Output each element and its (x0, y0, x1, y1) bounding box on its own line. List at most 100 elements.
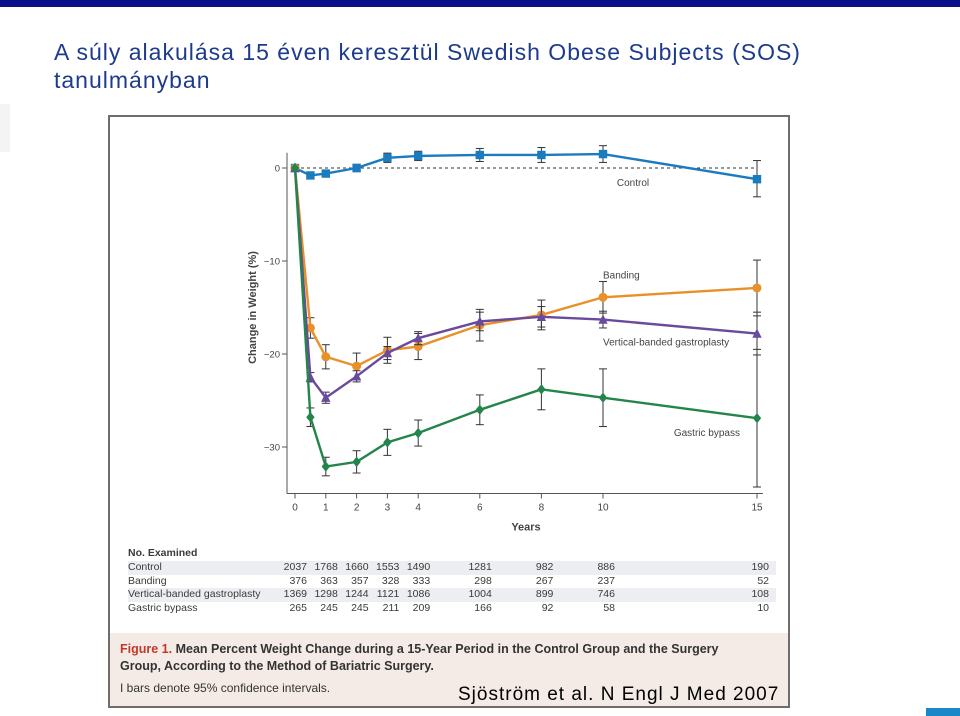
n-row-gastric-bypass: Gastric bypass 265 245 245 211 209 166 92 58 10 (128, 602, 776, 616)
x-tick-label: 1 (323, 503, 329, 514)
data-point-control (752, 174, 762, 184)
number-examined-table: No. Examined Control 2037 1768 1660 1553 1490… (128, 547, 776, 615)
figure-label: Figure 1. (120, 642, 173, 656)
n-count-cell: 1281 (468, 561, 492, 573)
n-count-cell: 1298 (314, 588, 338, 600)
n-count-cell: 376 (289, 574, 307, 587)
data-point-gastric-bypass (475, 404, 484, 415)
x-tick-label: 15 (751, 503, 763, 514)
y-tick-label: −30 (264, 443, 280, 454)
data-point-gastric-bypass (598, 392, 608, 403)
data-point-banding (752, 283, 762, 293)
corner-accent (926, 708, 960, 716)
citation: Sjöström et al. N Engl J Med 2007 (458, 684, 780, 705)
data-point-vertical-banded-gastroplasty (536, 311, 547, 321)
series-gastric-bypass (290, 162, 762, 488)
slide-title-line-1: A súly alakulása 15 éven keresztül Swedi… (54, 39, 801, 65)
data-point-control (475, 150, 484, 160)
n-count-cell: 357 (351, 574, 369, 587)
n-count-cell: 1004 (468, 588, 492, 600)
n-count-cell: 237 (597, 574, 615, 587)
n-count-cell: 1369 (283, 588, 307, 600)
n-count-cell: 899 (535, 588, 554, 600)
series-label-vertical-banded-gastroplasty: Vertical-banded gastroplasty (603, 338, 729, 349)
x-tick-label: 4 (415, 503, 421, 514)
n-count-cell: 746 (597, 588, 615, 600)
data-point-gastric-bypass (306, 412, 315, 423)
n-count-cell: 886 (597, 561, 615, 573)
data-point-control (598, 149, 608, 159)
series-line-vertical-banded-gastroplasty (293, 167, 758, 400)
n-count-cell: 265 (289, 601, 307, 614)
data-point-gastric-bypass (321, 461, 330, 472)
y-tick-label: −10 (264, 257, 280, 268)
y-axis-label: Change in Weight (%) (247, 251, 259, 364)
n-row-label: Vertical-banded gastroplasty (128, 588, 261, 600)
n-count-cell: 1121 (376, 588, 400, 600)
top-accent-bar (0, 0, 960, 7)
n-count-cell: 245 (320, 601, 338, 614)
figure-caption: Figure 1. Mean Percent Weight Change dur… (110, 633, 788, 706)
data-point-vertical-banded-gastroplasty (321, 392, 331, 402)
n-count-cell: 58 (603, 601, 615, 614)
series-line-banding (293, 167, 758, 368)
data-point-banding (305, 323, 315, 333)
data-point-gastric-bypass (414, 427, 423, 439)
data-point-control (414, 151, 423, 161)
n-count-cell: 982 (535, 561, 554, 573)
n-count-cell: 1660 (345, 561, 369, 573)
caption-title: Figure 1. Mean Percent Weight Change dur… (120, 641, 760, 675)
data-point-control (383, 153, 392, 162)
decorative-strip (0, 104, 10, 152)
series-line-control (294, 152, 758, 181)
n-count-cell: 363 (320, 574, 338, 587)
n-count-cell: 166 (474, 601, 492, 614)
n-count-cell: 1244 (345, 588, 369, 600)
x-tick-label: 3 (385, 503, 391, 514)
title-band (0, 7, 960, 104)
data-point-gastric-bypass (352, 456, 361, 468)
data-point-gastric-bypass (752, 412, 762, 424)
data-point-control (321, 169, 330, 178)
n-count-cell: 108 (751, 588, 769, 600)
series-label-banding: Banding (603, 271, 640, 282)
number-examined-header: No. Examined (128, 547, 198, 559)
n-count-cell: 2037 (283, 561, 307, 573)
n-count-cell: 1490 (406, 561, 431, 573)
data-point-control (537, 150, 546, 160)
n-count-cell: 245 (351, 601, 369, 614)
data-point-vertical-banded-gastroplasty (752, 328, 762, 338)
n-count-cell: 298 (474, 574, 492, 587)
x-tick-label: 0 (292, 503, 298, 514)
y-tick-label: 0 (275, 164, 280, 175)
n-count-cell: 1768 (314, 561, 338, 573)
data-point-vertical-banded-gastroplasty (475, 316, 485, 326)
n-row-label: Control (128, 561, 162, 573)
series-vertical-banded-gastroplasty (290, 162, 762, 404)
n-count-cell: 211 (382, 601, 400, 614)
slide-title: A súly alakulása 15 éven keresztül Swedi… (54, 38, 914, 94)
n-count-cell: 190 (751, 561, 769, 573)
x-tick-label: 8 (539, 503, 545, 514)
x-tick-label: 2 (354, 503, 360, 514)
data-point-gastric-bypass (290, 162, 300, 174)
n-count-cell: 92 (541, 601, 554, 614)
series-label-gastric-bypass: Gastric bypass (674, 428, 740, 439)
n-count-cell: 1086 (406, 588, 431, 600)
data-point-gastric-bypass (537, 384, 546, 395)
data-point-banding (321, 352, 331, 362)
data-point-banding (598, 292, 608, 302)
weight-change-chart: 0 −10 −20 −30 0 1 2 3 4 6 8 10 15 Years Change in Weig… (247, 145, 763, 534)
data-point-control (306, 171, 315, 180)
data-point-control (352, 163, 361, 173)
n-count-cell: 267 (535, 574, 554, 587)
series-line-gastric-bypass (293, 167, 758, 468)
series-label-control: Control (617, 178, 649, 189)
slide-title-line-2: tanulmányban (54, 67, 211, 93)
n-row-label: Gastric bypass (128, 601, 198, 614)
series-control (290, 145, 762, 198)
data-point-vertical-banded-gastroplasty (351, 371, 362, 381)
n-row-control: Control 2037 1768 1660 1553 1490 1281 982 886 190 (128, 561, 776, 575)
figure-panel: 0 −10 −20 −30 0 1 2 3 4 6 8 10 15 Years Change in Weig… (108, 115, 790, 708)
caption-note: I bars denote 95% confidence intervals. (120, 681, 331, 695)
